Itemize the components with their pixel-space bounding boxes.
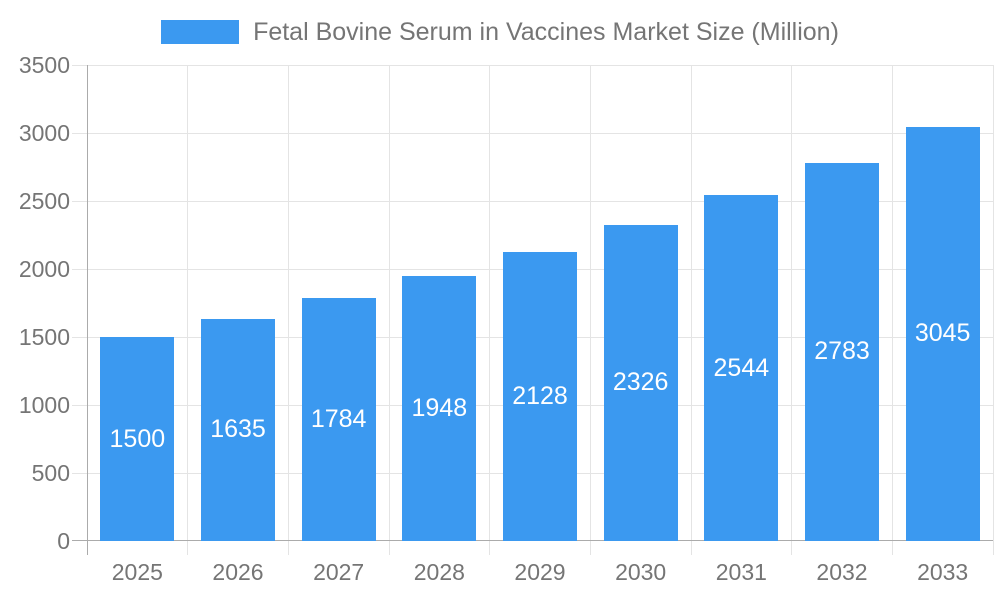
x-axis-tick-label: 2033 xyxy=(917,559,969,585)
legend[interactable]: Fetal Bovine Serum in Vaccines Market Si… xyxy=(0,17,1000,47)
x-axis-tick-label: 2027 xyxy=(313,559,365,585)
y-axis-tick-label: 0 xyxy=(57,528,70,554)
y-axis-tick-label: 1500 xyxy=(18,324,70,350)
x-axis-tick-label: 2025 xyxy=(111,559,163,585)
gridline-vertical xyxy=(187,65,189,555)
gridline-vertical xyxy=(992,65,994,555)
gridline-horizontal xyxy=(72,200,993,202)
bar[interactable]: 1500 xyxy=(100,337,175,541)
bar-value-label: 1635 xyxy=(210,415,266,444)
gridline-vertical xyxy=(891,65,893,555)
gridline-vertical xyxy=(589,65,591,555)
x-axis-tick-label: 2028 xyxy=(413,559,465,585)
bar[interactable]: 2544 xyxy=(704,195,779,541)
x-axis-tick-label: 2029 xyxy=(514,559,566,585)
bar[interactable]: 3045 xyxy=(905,126,980,541)
y-axis-tick-label: 1000 xyxy=(18,392,70,418)
bar[interactable]: 1635 xyxy=(201,318,275,541)
bar-value-label: 2128 xyxy=(512,381,568,410)
y-axis-tick-label: 3500 xyxy=(18,52,70,78)
bar[interactable]: 2128 xyxy=(503,251,577,541)
gridline-vertical xyxy=(388,65,390,555)
bar[interactable]: 2783 xyxy=(805,162,879,541)
y-axis-tick-label: 500 xyxy=(31,460,70,486)
legend-label: Fetal Bovine Serum in Vaccines Market Si… xyxy=(253,18,839,46)
plot-area: 0 500 1000 1500 2000 2500 3000 3500 1500 2025 1635… xyxy=(19,52,994,585)
y-axis-tick-label: 2000 xyxy=(18,256,70,282)
x-axis-tick-label: 2030 xyxy=(615,559,667,585)
bar-value-label: 2326 xyxy=(612,368,669,397)
legend-swatch xyxy=(161,20,240,44)
x-axis-tick-label: 2032 xyxy=(816,559,868,585)
bar-value-label: 2783 xyxy=(814,337,870,366)
gridline-horizontal xyxy=(72,132,993,134)
y-axis-tick-label: 3000 xyxy=(18,120,70,146)
x-axis-tick-label: 2031 xyxy=(715,559,767,585)
gridline-vertical xyxy=(791,65,793,555)
gridline-vertical xyxy=(690,65,692,555)
y-axis-tick-label: 2500 xyxy=(18,188,70,214)
gridline-vertical xyxy=(489,65,491,555)
bar-value-label: 1784 xyxy=(310,405,367,434)
bar-value-label: 3045 xyxy=(914,319,971,348)
bar-value-label: 2544 xyxy=(713,353,770,382)
bar[interactable]: 2326 xyxy=(603,224,678,541)
bar[interactable]: 1784 xyxy=(301,298,376,541)
x-axis-tick-label: 2026 xyxy=(212,559,264,585)
bar-value-label: 1500 xyxy=(109,424,166,453)
y-axis-line xyxy=(87,65,88,555)
gridline-horizontal xyxy=(72,64,993,66)
bar-value-label: 1948 xyxy=(411,394,468,423)
gridline-vertical xyxy=(287,65,289,555)
bar[interactable]: 1948 xyxy=(402,276,477,541)
